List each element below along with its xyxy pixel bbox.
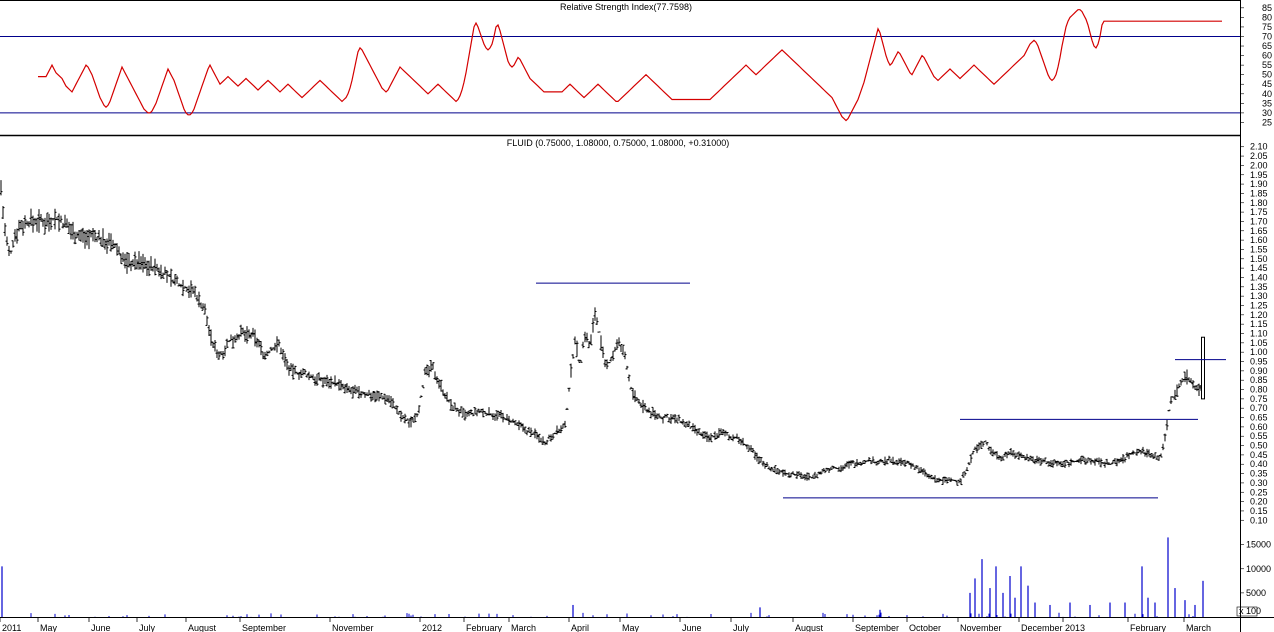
price-tick-label: 1.90 [1250,179,1268,189]
price-tick-label: 0.10 [1250,515,1268,525]
volume-bars [1,537,1204,617]
price-tick-label: 0.70 [1250,403,1268,413]
price-tick-label: 0.60 [1250,422,1268,432]
price-tick-label: 0.85 [1250,375,1268,385]
price-tick-label: 1.80 [1250,198,1268,208]
volume-panel: 5000 10000 15000 x 100 [1,537,1271,617]
rsi-panel: Relative Strength Index(77.7598) 2530354… [0,2,1272,127]
price-tick-label: 2.00 [1250,160,1268,170]
price-tick-label: 1.95 [1250,170,1268,180]
price-tick-label: 1.40 [1250,272,1268,282]
price-tick-label: 1.25 [1250,300,1268,310]
month-label: March [1186,623,1211,632]
price-tick-label: 0.35 [1250,469,1268,479]
volume-tick-label: 5000 [1246,588,1266,598]
price-tick-label: 0.90 [1250,366,1268,376]
price-tick-label: 1.10 [1250,329,1268,339]
month-label: November [960,623,1002,632]
trendlines [536,282,1226,499]
rsi-tick-label: 50 [1262,70,1272,80]
price-tick-label: 1.30 [1250,291,1268,301]
rsi-title: Relative Strength Index(77.7598) [560,2,692,12]
price-tick-label: 0.25 [1250,487,1268,497]
price-tick-label: 0.55 [1250,431,1268,441]
rsi-series-line [38,9,1222,122]
price-tick-label: 1.20 [1250,310,1268,320]
price-panel: FLUID (0.75000, 1.08000, 0.75000, 1.0800… [0,138,1268,525]
price-ohlc-bars [0,180,1205,486]
price-tick-label: 1.75 [1250,207,1268,217]
month-label: June [91,623,111,632]
price-tick-label: 1.50 [1250,254,1268,264]
price-tick-label: 0.50 [1250,441,1268,451]
price-tick-label: 0.65 [1250,413,1268,423]
volume-unit-box [1236,606,1258,617]
month-label: May [40,623,58,632]
month-label: 2012 [422,623,442,632]
month-labels: 2011 May June July August September November 20… [0,617,1211,632]
rsi-tick-label: 40 [1262,89,1272,99]
price-tick-label: 2.05 [1250,151,1268,161]
month-label: September [242,623,286,632]
price-tick-label: 0.40 [1250,459,1268,469]
rsi-tick-label: 70 [1262,31,1272,41]
price-tick-label: 1.15 [1250,319,1268,329]
volume-tick-label: 10000 [1246,564,1271,574]
rsi-tick-label: 35 [1262,98,1272,108]
volume-y-axis: 5000 10000 15000 [1240,540,1271,598]
rsi-tick-label: 25 [1262,117,1272,127]
rsi-tick-label: 85 [1262,3,1272,13]
price-tick-label: 1.05 [1250,338,1268,348]
month-label: June [682,623,702,632]
month-label: July [139,623,156,632]
price-tick-label: 1.70 [1250,216,1268,226]
rsi-tick-label: 30 [1262,108,1272,118]
month-label: March [511,623,536,632]
month-label: July [733,623,750,632]
rsi-tick-label: 65 [1262,41,1272,51]
month-label: August [795,623,824,632]
rsi-tick-label: 60 [1262,51,1272,61]
price-tick-label: 0.75 [1250,394,1268,404]
price-tick-label: 0.30 [1250,478,1268,488]
price-tick-label: 1.85 [1250,188,1268,198]
volume-unit-label: x 100 [1239,606,1261,616]
price-tick-label: 1.60 [1250,235,1268,245]
rsi-reference-lines [0,35,1240,114]
month-label: May [622,623,640,632]
month-label: October [909,623,941,632]
month-label: September [855,623,899,632]
month-label: February [466,623,503,632]
price-tick-label: 1.65 [1250,226,1268,236]
month-label: February [1130,623,1167,632]
month-label: November [332,623,374,632]
price-tick-label: 1.55 [1250,244,1268,254]
month-label: 2013 [1065,623,1085,632]
price-title: FLUID (0.75000, 1.08000, 0.75000, 1.0800… [507,138,729,148]
price-tick-label: 1.45 [1250,263,1268,273]
price-tick-label: 0.80 [1250,385,1268,395]
price-tick-label: 0.15 [1250,506,1268,516]
month-label: August [188,623,217,632]
price-y-axis: 0.100.150.200.250.300.350.400.450.500.55… [1240,142,1268,525]
price-tick-label: 1.00 [1250,347,1268,357]
rsi-tick-label: 75 [1262,22,1272,32]
price-tick-label: 0.45 [1250,450,1268,460]
rsi-tick-label: 80 [1262,12,1272,22]
volume-tick-label: 15000 [1246,540,1271,550]
month-label: December [1021,623,1063,632]
x-axis: 2011 May June July August September November 20… [0,617,1211,632]
price-tick-label: 0.95 [1250,357,1268,367]
price-tick-label: 1.35 [1250,282,1268,292]
price-tick-label: 0.20 [1250,497,1268,507]
price-tick-label: 2.10 [1250,142,1268,152]
month-label: 2011 [2,623,21,632]
rsi-tick-label: 45 [1262,79,1272,89]
price-last-bar [1201,336,1205,400]
rsi-tick-label: 55 [1262,60,1272,70]
month-label: April [571,623,589,632]
